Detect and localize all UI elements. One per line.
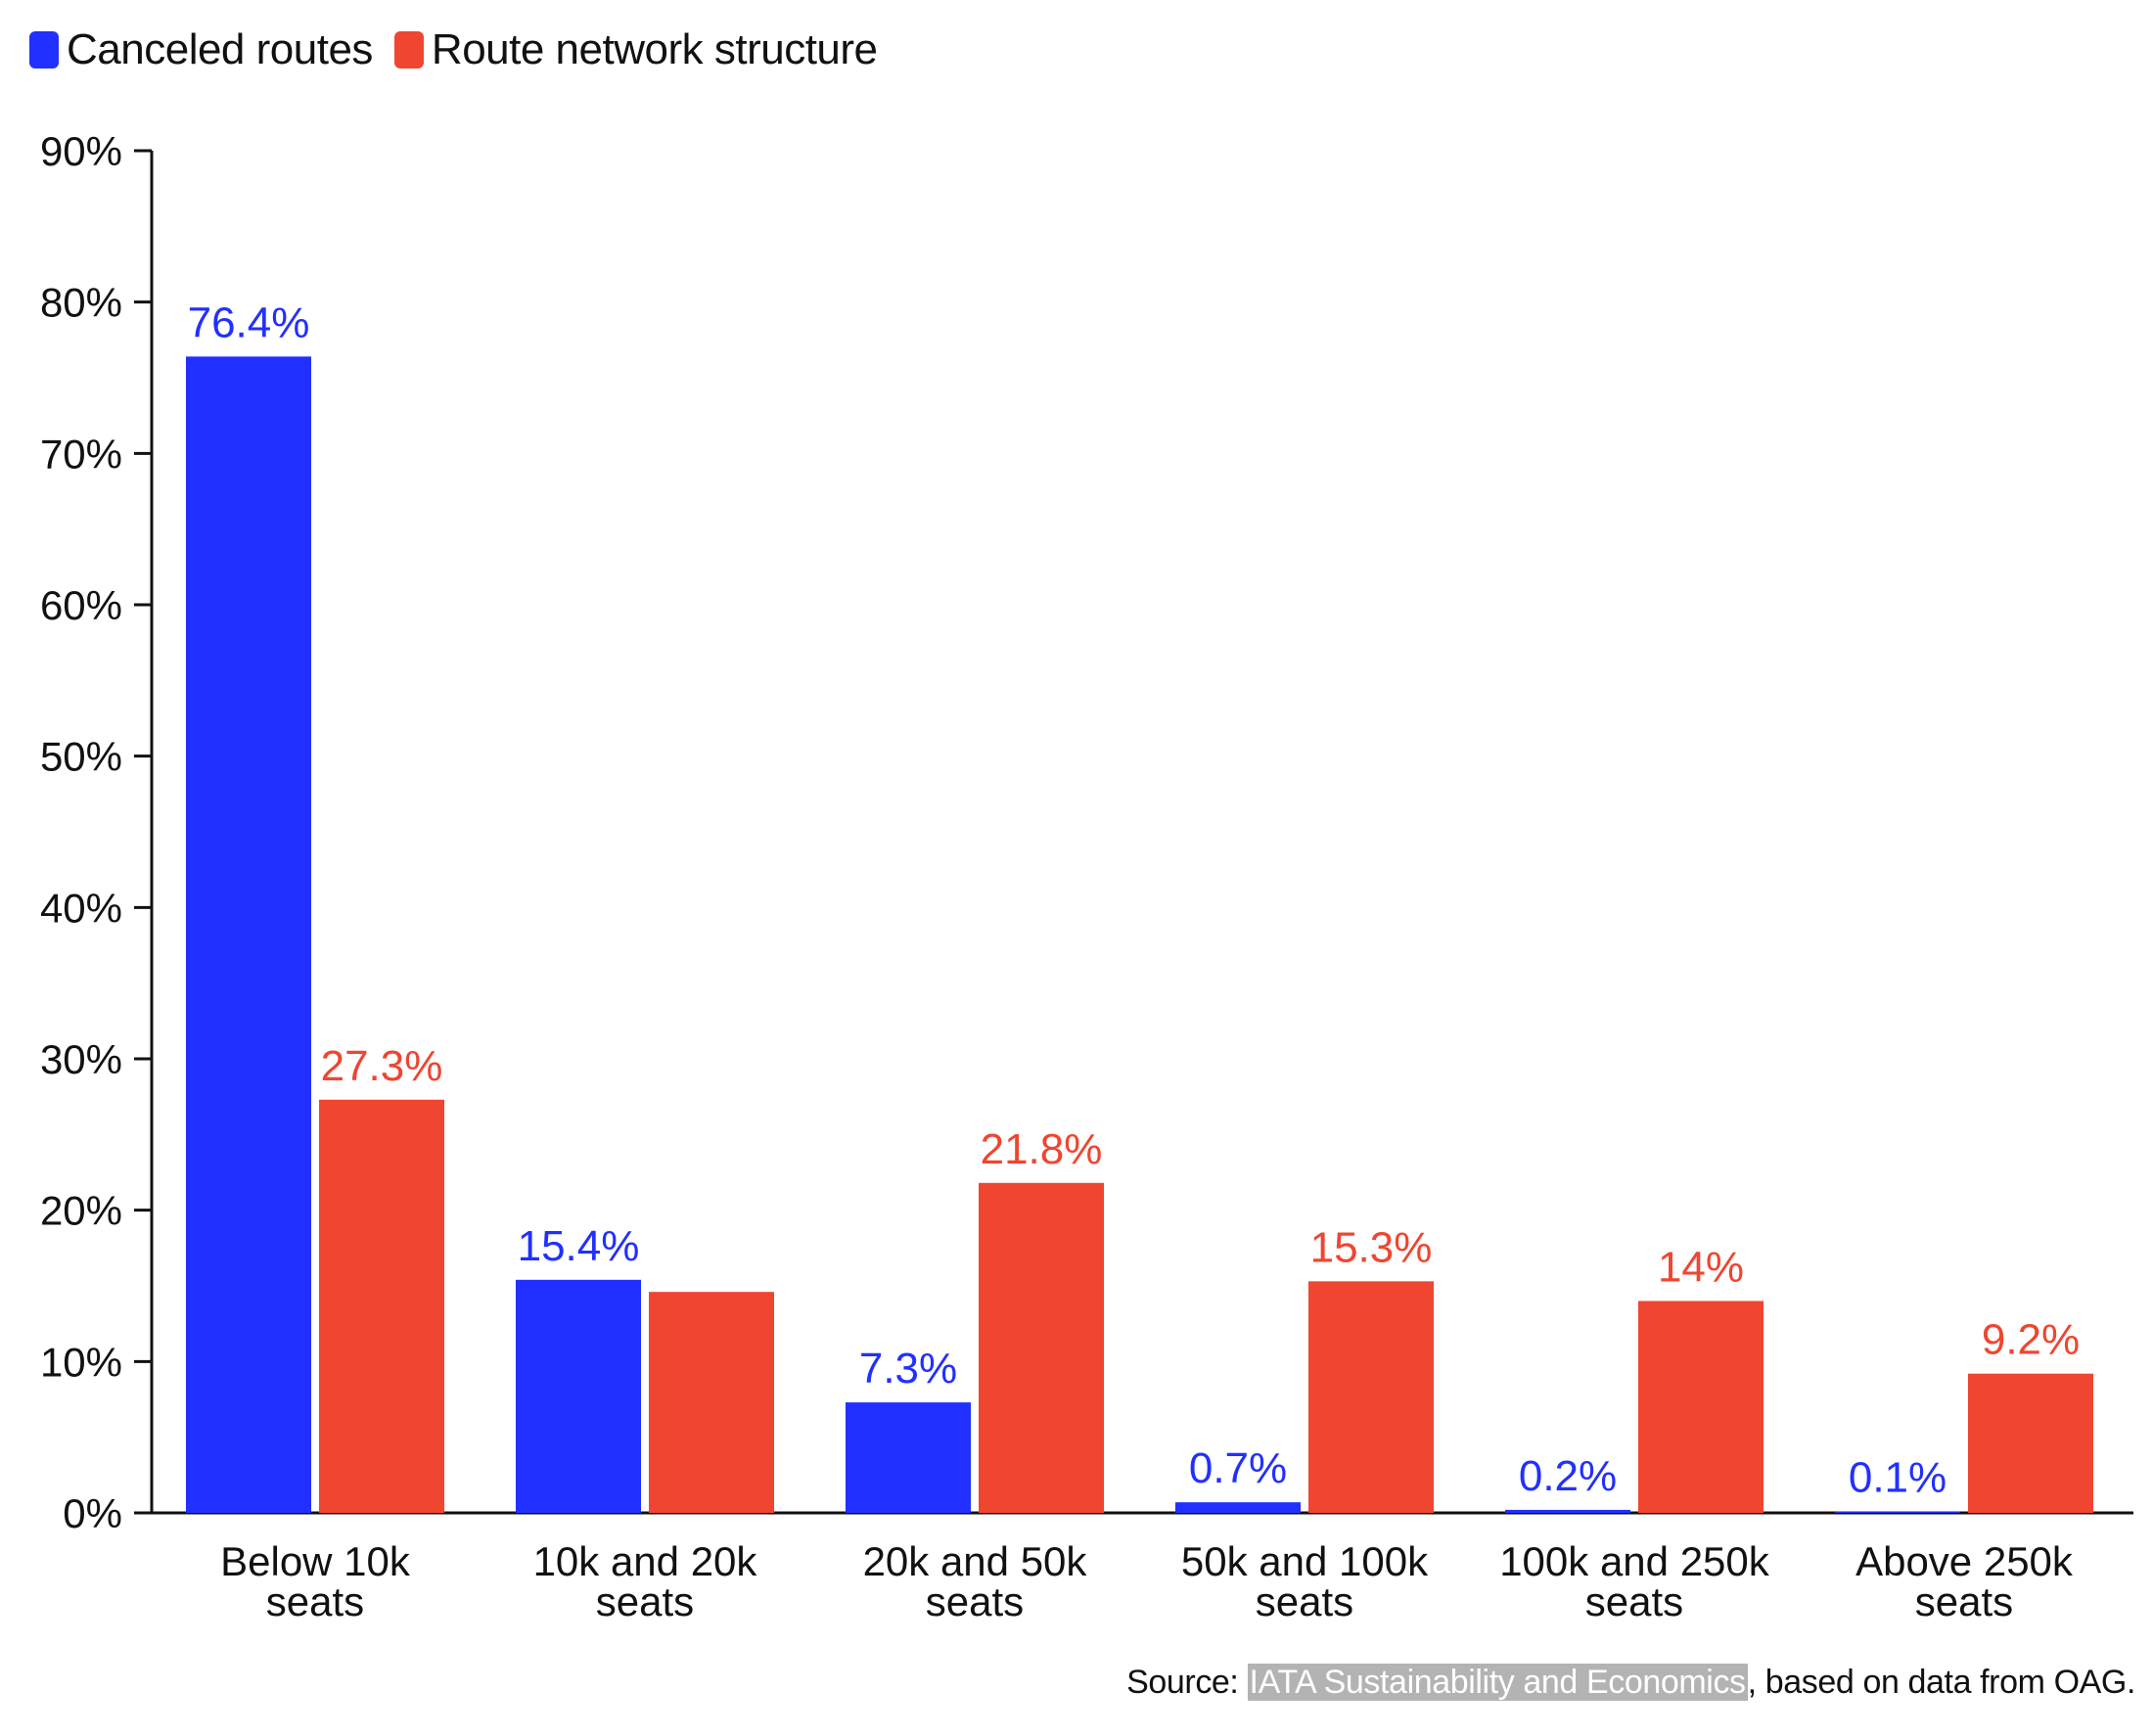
x-tick-label: 100k and 250k [1499, 1538, 1770, 1584]
x-tick-label: seats [596, 1578, 694, 1624]
source-suffix: , based on data from OAG. [1747, 1664, 2136, 1701]
x-tick-label: seats [1915, 1578, 2013, 1624]
data-label: 76.4% [188, 298, 310, 346]
y-tick-label: 60% [40, 582, 122, 628]
source-note: Source: IATA Sustainability and Economic… [1126, 1664, 2135, 1702]
y-tick-label: 80% [40, 280, 122, 326]
legend: Canceled routes Route network structure [29, 25, 878, 74]
bar-canceled-routes [516, 1279, 641, 1513]
y-tick-label: 90% [40, 128, 122, 174]
data-label: 0.7% [1189, 1444, 1287, 1492]
bar-canceled-routes [846, 1402, 971, 1513]
source-prefix: Source: [1126, 1664, 1248, 1701]
data-label: 27.3% [321, 1042, 443, 1090]
x-tick-label: Below 10k [220, 1538, 411, 1584]
y-tick-label: 30% [40, 1036, 122, 1082]
data-label: 7.3% [859, 1345, 957, 1393]
bar-canceled-routes [1505, 1509, 1630, 1513]
x-tick-label: seats [926, 1578, 1024, 1624]
data-label: 9.2% [1982, 1316, 2080, 1364]
x-tick-label: 20k and 50k [863, 1538, 1088, 1584]
y-tick-label: 50% [40, 734, 122, 780]
x-tick-label: 10k and 20k [533, 1538, 758, 1584]
data-label: 21.8% [981, 1125, 1103, 1173]
y-tick-label: 20% [40, 1188, 122, 1234]
bar-route-network-structure [319, 1099, 444, 1513]
data-label: 14% [1658, 1243, 1744, 1291]
bar-route-network-structure [979, 1182, 1104, 1513]
data-label: 0.2% [1519, 1452, 1617, 1500]
legend-label-canceled-routes: Canceled routes [67, 25, 373, 73]
data-label: 15.4% [518, 1222, 640, 1270]
x-tick-label: 50k and 100k [1181, 1538, 1429, 1584]
y-tick-label: 0% [63, 1490, 122, 1536]
y-tick-label: 70% [40, 431, 122, 477]
y-tick-label: 40% [40, 885, 122, 931]
legend-label-route-network-structure: Route network structure [431, 25, 878, 73]
legend-item-route-network-structure: Route network structure [393, 25, 878, 74]
x-tick-label: seats [266, 1578, 364, 1624]
x-tick-label: Above 250k [1855, 1538, 2074, 1584]
data-label: 0.1% [1849, 1453, 1947, 1501]
bar-route-network-structure [1968, 1373, 2093, 1513]
x-tick-label: seats [1585, 1578, 1683, 1624]
data-label: 15.3% [1310, 1223, 1433, 1271]
legend-item-canceled-routes: Canceled routes [29, 25, 373, 74]
bar-route-network-structure [1308, 1281, 1434, 1513]
bar-canceled-routes [186, 356, 311, 1513]
legend-swatch-route-network-structure [393, 31, 424, 69]
y-tick-label: 10% [40, 1339, 122, 1385]
legend-swatch-canceled-routes [29, 31, 59, 69]
bar-canceled-routes [1835, 1511, 1960, 1513]
x-tick-label: seats [1256, 1578, 1353, 1624]
bar-route-network-structure [1638, 1301, 1764, 1513]
source-link[interactable]: IATA Sustainability and Economics [1247, 1664, 1748, 1701]
bar-route-network-structure [649, 1292, 774, 1513]
bar-canceled-routes [1175, 1502, 1301, 1513]
